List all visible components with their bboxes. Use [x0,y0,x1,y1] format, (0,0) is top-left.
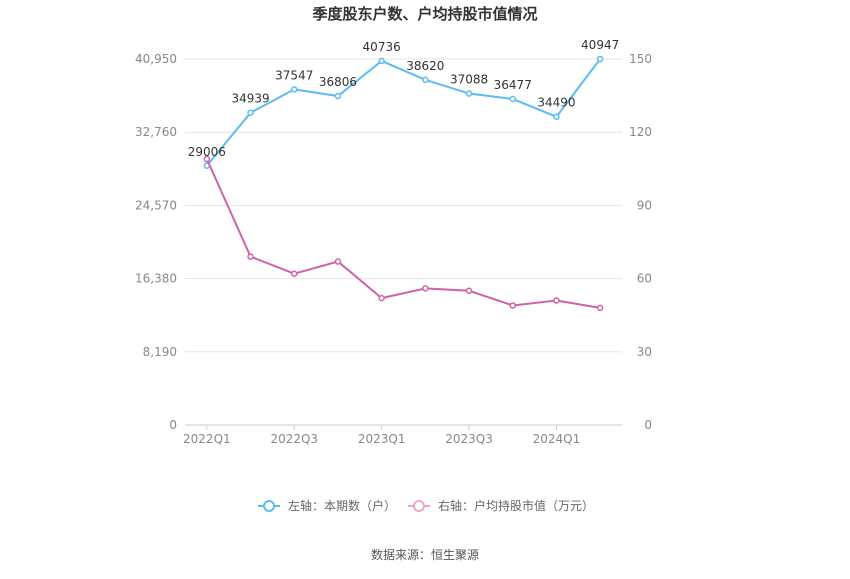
left-axis-tick-label: 16,380 [135,272,177,286]
right-series-point[interactable] [553,297,560,304]
x-axis-tick-label: 2024Q1 [533,432,581,446]
right-series-point[interactable] [465,287,473,295]
left-series-point[interactable] [291,86,298,93]
data-label: 34939 [231,92,269,106]
left-axis-tick-label: 8,190 [143,345,177,359]
left-series-point[interactable] [509,95,516,103]
legend-label-left: 左轴：本期数（户） [288,498,396,513]
source-text: 数据来源：恒生聚源 [371,547,479,562]
data-label: 40736 [363,40,401,54]
left-series-point[interactable] [465,90,473,97]
right-series-line [205,158,601,309]
right-series-point[interactable] [247,253,254,260]
right-axis-tick-label: 60 [637,272,652,286]
left-series-point[interactable] [596,55,604,63]
right-axis-tick-label: 150 [629,52,652,66]
data-label: 34490 [537,96,575,110]
data-label-layer: 29006 34939 37547 36806 40736 38620 37088 36477… [188,38,619,159]
left-series-point[interactable] [247,109,254,116]
x-axis-tick-label: 2022Q3 [270,432,318,446]
legend-item-right-series[interactable]: 右轴：户均持股市值（万元） [408,498,594,513]
axis-layer: 0 8,190 16,380 24,570 32,760 40,950 0 30 60 90 120… [135,52,652,446]
x-axis-tick-label: 2023Q3 [445,432,493,446]
chart-title: 季度股东户数、户均持股市值情况 [312,5,537,23]
left-axis-tick-label: 0 [169,418,177,432]
left-series-point[interactable] [422,76,429,84]
right-axis-tick-label: 120 [629,125,652,139]
data-label: 37547 [275,68,313,82]
grid-layer [185,58,622,353]
right-axis-tick-label: 0 [644,418,652,432]
right-series-point[interactable] [422,285,429,292]
right-axis-tick-label: 30 [637,345,652,359]
legend-marker-left [263,500,275,512]
left-series-point[interactable] [378,57,385,65]
legend: 左轴：本期数（户） 右轴：户均持股市值（万元） [258,498,594,513]
data-label: 29006 [188,145,226,159]
right-series-point[interactable] [509,302,516,309]
data-label: 37088 [450,73,488,87]
legend-marker-right [413,500,425,512]
right-series-point[interactable] [596,304,604,312]
legend-label-right: 右轴：户均持股市值（万元） [438,498,594,513]
legend-item-left-series[interactable]: 左轴：本期数（户） [258,498,396,513]
data-label: 40947 [581,38,619,52]
right-series-point[interactable] [378,294,385,302]
left-series-point[interactable] [553,113,560,120]
left-series-point[interactable] [334,92,342,100]
right-series-point[interactable] [203,155,211,163]
left-axis-tick-label: 32,760 [135,125,177,139]
series-layer [203,55,604,312]
data-label: 36806 [319,75,357,89]
x-axis-tick-label: 2023Q1 [358,432,406,446]
data-label: 36477 [494,78,532,92]
left-axis-tick-label: 40,950 [135,52,177,66]
left-series-line [206,58,601,167]
right-series-point[interactable] [291,270,298,277]
right-axis-tick-label: 90 [637,198,652,212]
data-label: 38620 [406,59,444,73]
right-series-point[interactable] [334,258,342,265]
x-axis-tick-label: 2022Q1 [183,432,231,446]
left-axis-tick-label: 24,570 [135,198,177,212]
